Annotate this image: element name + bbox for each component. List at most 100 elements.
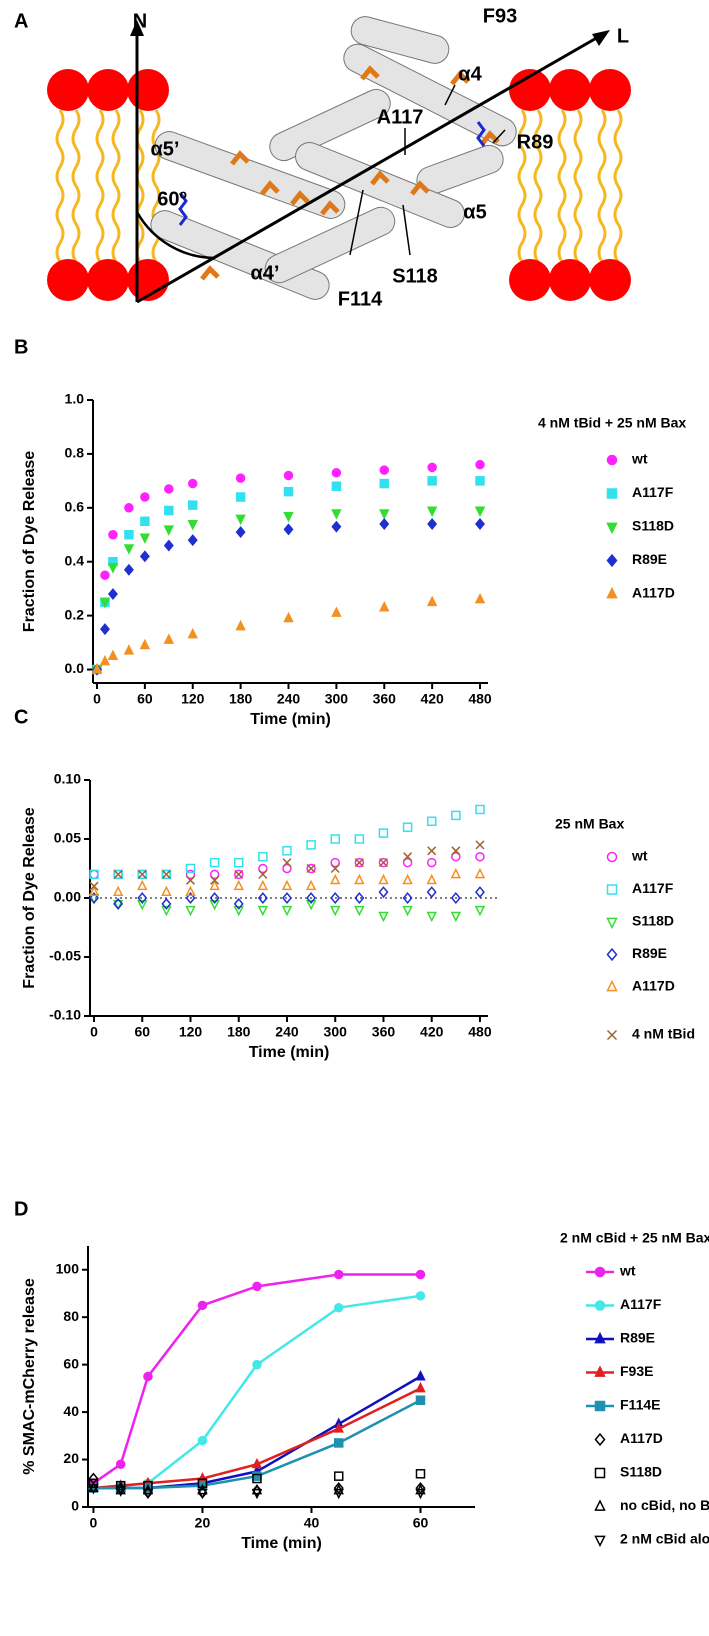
legend-marker	[606, 851, 618, 863]
marker	[354, 905, 365, 917]
marker	[281, 905, 293, 917]
marker	[330, 892, 341, 904]
marker	[143, 1371, 153, 1382]
marker	[475, 476, 485, 486]
diagram-label: F114	[338, 288, 383, 310]
marker	[113, 869, 123, 880]
y-axis-label: Fraction of Dye Release	[21, 451, 38, 633]
marker	[197, 1478, 208, 1489]
diagram-label: α5	[463, 201, 486, 223]
marker	[333, 1471, 344, 1481]
marker	[354, 858, 364, 868]
marker	[91, 663, 103, 674]
marker	[187, 478, 198, 489]
y-axis-label: % SMAC-mCherry release	[21, 1278, 38, 1475]
y-tick-label: 0.4	[65, 552, 85, 568]
marker	[306, 863, 316, 874]
y-tick-label: 0.2	[65, 606, 85, 622]
x-tick-label: 240	[277, 691, 301, 707]
diagram-label: α4	[458, 63, 482, 85]
marker	[161, 885, 172, 897]
diagram-label: S118	[392, 265, 438, 287]
marker	[474, 886, 485, 899]
marker	[113, 869, 123, 879]
lipid-tail	[71, 109, 81, 263]
marker	[475, 518, 485, 530]
legend-marker	[606, 884, 618, 895]
marker	[331, 468, 342, 478]
lipid-head	[87, 69, 129, 111]
x-tick-label: 300	[324, 1024, 348, 1040]
marker	[426, 595, 438, 607]
x-tick-label: 480	[468, 1024, 492, 1040]
marker	[331, 481, 342, 491]
lipid-tail	[557, 109, 567, 263]
marker	[89, 892, 99, 904]
side-chain	[230, 150, 250, 166]
marker	[354, 873, 365, 885]
marker	[115, 1459, 126, 1470]
marker	[139, 638, 151, 650]
marker	[333, 1422, 344, 1433]
x-tick-label: 20	[195, 1515, 211, 1531]
marker	[235, 526, 246, 539]
legend-title: 2 nM cBid + 25 nM Bax	[560, 1230, 709, 1246]
marker	[233, 869, 244, 880]
marker	[235, 619, 246, 631]
marker	[209, 857, 220, 868]
legend-label: S118D	[632, 913, 674, 929]
lipid-tail	[517, 109, 527, 263]
marker	[475, 840, 485, 850]
marker	[88, 1478, 99, 1489]
marker	[112, 885, 124, 897]
legend-title: 25 nM Bax	[555, 816, 624, 832]
legend-marker	[606, 947, 618, 962]
marker	[258, 863, 268, 874]
y-tick-label: 0.8	[65, 445, 85, 461]
x-tick-label: 360	[373, 691, 397, 707]
arrow-head	[592, 30, 610, 46]
marker	[137, 869, 148, 880]
legend-label: S118D	[620, 1464, 662, 1480]
y-tick-label: 20	[63, 1450, 79, 1466]
marker	[163, 525, 175, 536]
marker	[115, 1482, 126, 1494]
marker	[140, 492, 150, 502]
lipid-tail	[95, 109, 105, 263]
lipid-head	[549, 69, 591, 111]
marker	[306, 892, 317, 904]
marker	[333, 1302, 344, 1313]
marker	[161, 869, 171, 879]
diagram-label: F93	[483, 5, 517, 27]
marker	[115, 1480, 126, 1491]
legend-marker	[606, 586, 618, 599]
marker	[115, 1486, 126, 1497]
legend-label: 2 nM cBid alone	[620, 1531, 709, 1547]
marker	[330, 834, 340, 844]
legend-marker	[594, 1331, 606, 1344]
legend-label: 4 nM tBid	[632, 1026, 695, 1042]
x-tick-label: 0	[90, 1515, 98, 1531]
marker	[252, 1281, 262, 1292]
side-chain	[178, 192, 188, 226]
marker	[137, 892, 148, 904]
marker	[251, 1457, 263, 1469]
diagram-label: α5’	[151, 138, 180, 160]
structure-diagram: A N L F93 α4 A117 R89 α5’ 60º α5 S118 F114 α4’	[14, 5, 631, 310]
marker	[330, 873, 341, 885]
marker	[306, 840, 316, 850]
marker	[379, 509, 390, 520]
x-tick-label: 60	[134, 1024, 150, 1040]
marker	[415, 1395, 426, 1405]
side-chain	[370, 170, 390, 186]
legend-label: S118D	[632, 518, 674, 534]
marker	[415, 1381, 426, 1393]
marker	[450, 911, 462, 923]
marker	[402, 857, 413, 868]
helix	[343, 43, 517, 147]
marker	[185, 892, 196, 904]
marker	[88, 1484, 99, 1495]
marker	[99, 623, 110, 636]
marker	[209, 879, 220, 891]
x-axis-label: Time (min)	[250, 711, 331, 728]
